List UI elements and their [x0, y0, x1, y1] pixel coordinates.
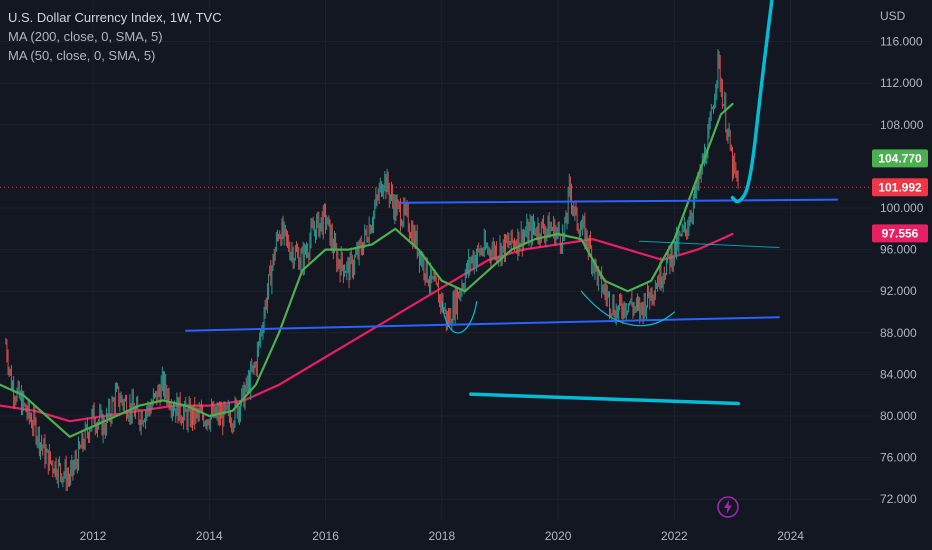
- price-tag-box: [872, 178, 928, 197]
- lightning-icon[interactable]: [716, 495, 740, 519]
- drawing-curve: [730, 0, 774, 204]
- chart-legend[interactable]: U.S. Dollar Currency Index, 1W, TVC MA (…: [8, 8, 222, 65]
- y-axis[interactable]: USD 116.000 112.000 108.000 100.000 96.000 92.…: [880, 9, 924, 506]
- x-tick-label: 2016: [312, 529, 339, 543]
- price-tag-box: [872, 224, 928, 243]
- ma200-legend[interactable]: MA (200, close, 0, SMA, 5): [8, 29, 163, 44]
- y-tick-label: 96.000: [880, 243, 917, 257]
- y-tick-label: 72.000: [880, 492, 917, 506]
- price-tag-label: 104.770: [878, 151, 922, 165]
- y-tick-label: 116.000: [880, 35, 923, 49]
- drawing-trendline: [469, 392, 741, 406]
- y-axis-unit: USD: [880, 9, 906, 23]
- y-tick-label: 112.000: [880, 76, 923, 90]
- price-tag-label: 97.556: [882, 226, 919, 240]
- x-tick-label: 2020: [545, 529, 572, 543]
- drawing-trendline: [185, 316, 780, 332]
- drawing-trendline: [638, 240, 780, 249]
- x-tick-label: 2012: [80, 529, 107, 543]
- drawing-curve: [441, 301, 478, 334]
- ma50-legend[interactable]: MA (50, close, 0, SMA, 5): [8, 48, 156, 63]
- x-axis[interactable]: 2012 2014 2016 2018 2020 2022 2024: [80, 529, 805, 543]
- y-tick-label: 108.000: [880, 118, 924, 132]
- y-tick-label: 80.000: [880, 409, 917, 423]
- ma50-layer: [0, 102, 734, 438]
- x-tick-label: 2022: [661, 529, 688, 543]
- y-tick-label: 92.000: [880, 284, 917, 298]
- price-layer: [5, 48, 739, 492]
- x-tick-label: 2024: [777, 529, 804, 543]
- x-tick-label: 2014: [196, 529, 223, 543]
- y-tick-label: 76.000: [880, 451, 917, 465]
- y-tick-label: 84.000: [880, 367, 917, 381]
- drawing-curve: [580, 290, 675, 327]
- price-tags: 104.770 101.992 97.556: [872, 149, 928, 243]
- price-tag-box: [872, 149, 928, 168]
- x-tick-label: 2018: [428, 529, 455, 543]
- ma50-line: [0, 102, 734, 438]
- y-tick-label: 100.000: [880, 201, 924, 215]
- grid: [0, 0, 872, 520]
- price-tag-label: 101.992: [878, 180, 922, 194]
- y-tick-label: 88.000: [880, 326, 917, 340]
- chart-title[interactable]: U.S. Dollar Currency Index, 1W, TVC: [8, 10, 222, 25]
- drawing-trendline: [400, 198, 839, 204]
- drawings-layer: [185, 0, 839, 406]
